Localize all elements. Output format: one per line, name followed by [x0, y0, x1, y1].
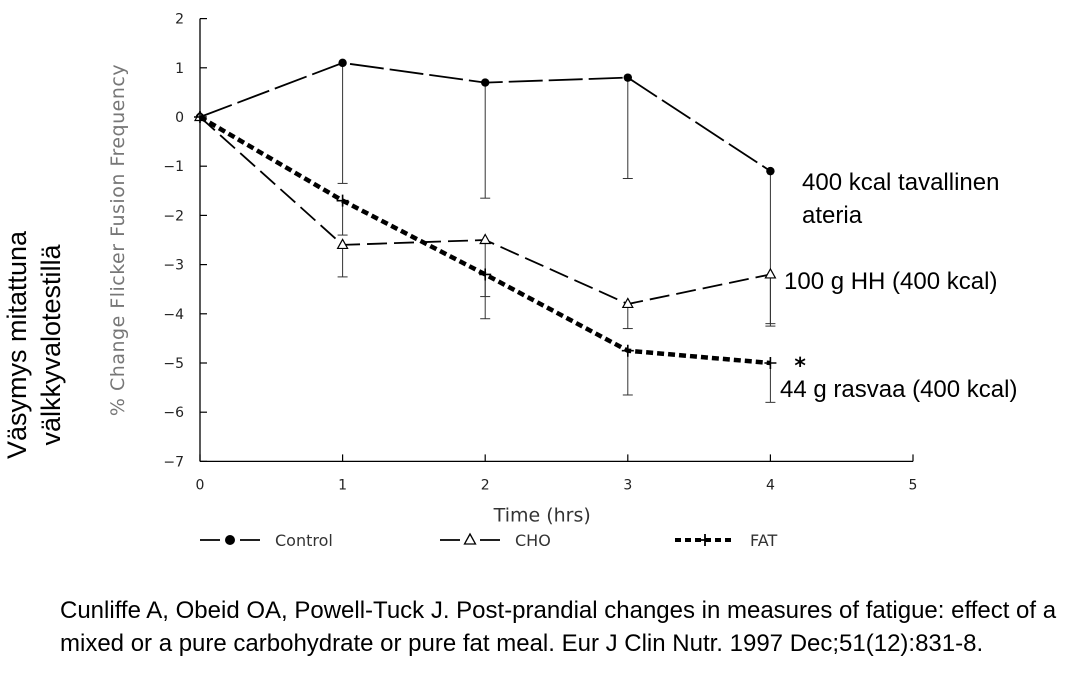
annotation-control-line2: ateria [802, 202, 863, 229]
data-point [623, 73, 632, 82]
y-tick-label: 2 [175, 12, 184, 28]
x-tick-label: 5 [909, 477, 918, 493]
legend-swatch-marker [225, 535, 235, 545]
x-tick-label: 0 [196, 477, 205, 493]
series-control [195, 58, 776, 325]
x-tick-label: 4 [766, 477, 775, 493]
data-point [336, 194, 349, 207]
annotation-control-line1: 400 kcal tavallinen [802, 169, 1000, 196]
data-point [194, 111, 206, 123]
legend-label: FAT [750, 531, 777, 550]
x-tick-label: 2 [481, 477, 490, 493]
y-tick-label: −2 [163, 208, 184, 224]
data-point [764, 267, 777, 279]
outer-y-axis-title: Väsymys mitattuna välkkyvalotestillä [0, 215, 80, 475]
y-tick-label: −1 [163, 159, 184, 175]
legend-swatch-marker [699, 534, 711, 546]
legend-item-fat: FAT [675, 531, 777, 550]
outer-y-axis-title-line2: välkkyvalotestillä [36, 244, 66, 446]
significance-marker: * [794, 354, 806, 379]
data-point [338, 58, 347, 68]
x-tick-label: 3 [623, 477, 632, 493]
x-axis-title: Time (hrs) [493, 504, 591, 526]
data-point [621, 297, 634, 309]
annotation-fat: 44 g rasvaa (400 kcal) [780, 376, 1018, 403]
y-tick-label: −7 [163, 454, 184, 470]
legend-swatch-marker [463, 532, 477, 545]
legend-label: CHO [515, 531, 551, 550]
data-point [621, 344, 634, 357]
y-tick-label: −3 [163, 258, 184, 274]
data-point [479, 268, 492, 281]
annotation-control: 400 kcal tavallinen ateria [802, 166, 999, 232]
series-fat [194, 111, 777, 403]
y-tick-label: −4 [163, 307, 184, 323]
data-point [479, 233, 492, 245]
data-point [481, 78, 490, 87]
y-tick-label: −5 [163, 356, 184, 372]
annotation-cho: 100 g HH (400 kcal) [784, 268, 998, 295]
x-tick-label: 1 [338, 477, 347, 493]
legend-item-control: Control [200, 531, 333, 550]
y-tick-label: 1 [175, 61, 184, 77]
y-axis-title: % Change Flicker Fusion Frequency [107, 64, 129, 416]
data-point [336, 238, 349, 250]
y-tick-label: −6 [163, 405, 184, 421]
y-tick-label: 0 [175, 110, 184, 126]
outer-y-axis-title-line1: Väsymys mitattuna [2, 230, 32, 460]
data-point [766, 166, 775, 176]
legend-label: Control [275, 531, 333, 550]
legend-item-cho: CHO [440, 531, 551, 550]
data-point [764, 357, 777, 369]
citation: Cunliffe A, Obeid OA, Powell-Tuck J. Pos… [60, 597, 1057, 657]
